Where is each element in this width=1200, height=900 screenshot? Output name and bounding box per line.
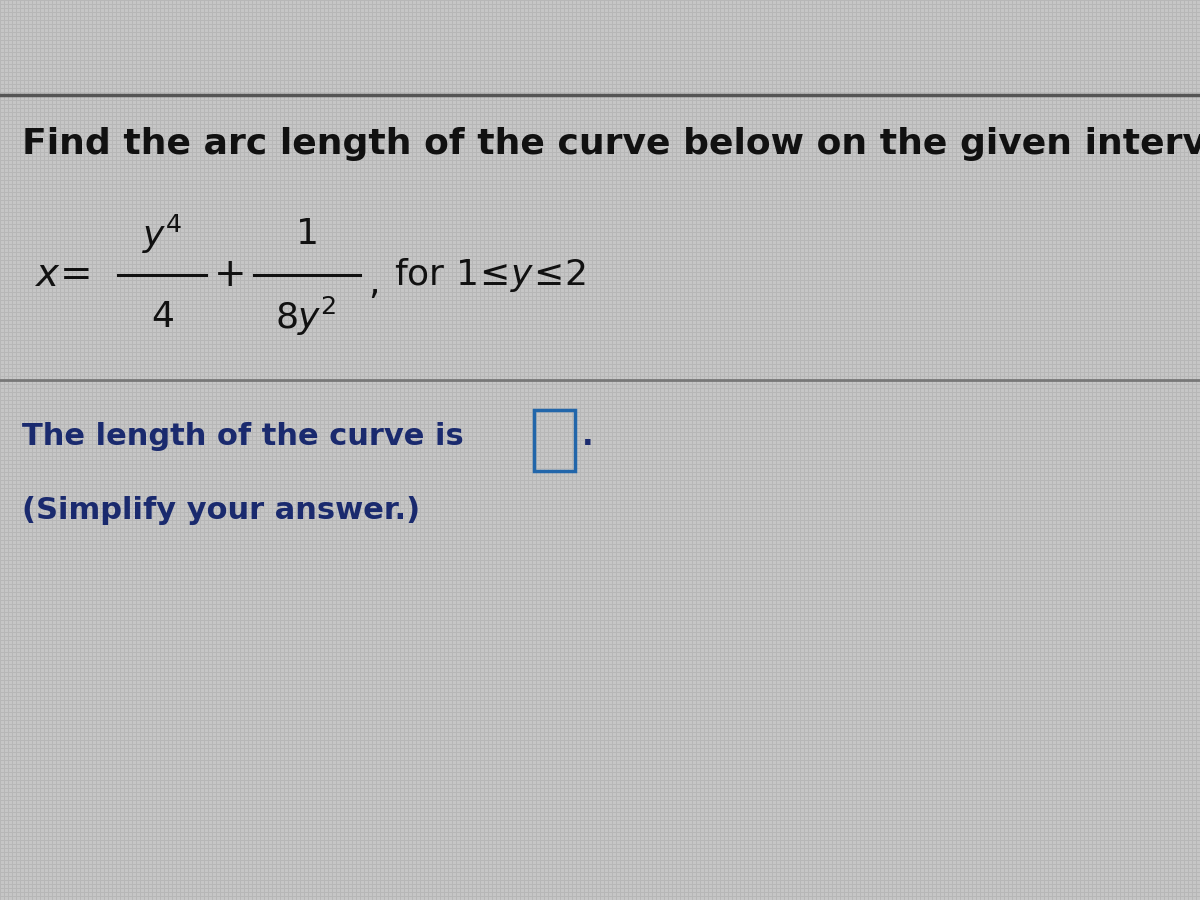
Text: $1$: $1$ — [295, 217, 317, 251]
Text: The length of the curve is: The length of the curve is — [22, 422, 463, 451]
Text: $+$: $+$ — [212, 256, 244, 293]
Text: Find the arc length of the curve below on the given interval.: Find the arc length of the curve below o… — [22, 127, 1200, 161]
Text: .: . — [582, 422, 594, 451]
Text: $x\!=\!$: $x\!=\!$ — [34, 256, 89, 293]
Text: $8y^2$: $8y^2$ — [275, 295, 337, 338]
Text: $4$: $4$ — [150, 300, 174, 334]
Bar — [534, 410, 575, 471]
Text: (Simplify your answer.): (Simplify your answer.) — [22, 496, 420, 525]
Text: for $1\!\leq\! y\!\leq\! 2$: for $1\!\leq\! y\!\leq\! 2$ — [394, 256, 586, 293]
Text: ,: , — [368, 266, 380, 301]
Text: $y^4$: $y^4$ — [142, 212, 182, 256]
